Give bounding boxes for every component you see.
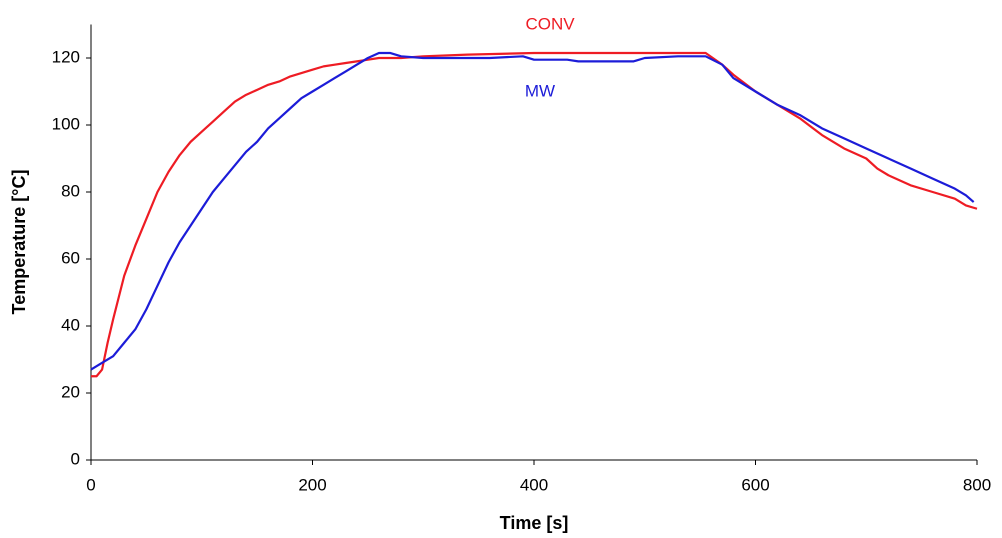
y-axis-title: Temperature [°C] <box>9 170 29 315</box>
x-tick-label: 400 <box>520 475 548 494</box>
x-tick-label: 200 <box>298 475 326 494</box>
series-line <box>91 51 978 378</box>
series-label: CONV <box>525 14 575 33</box>
series-label: MW <box>525 81 555 100</box>
y-tick-label: 20 <box>61 382 80 401</box>
x-tick-label: 800 <box>963 475 991 494</box>
x-axis-title: Time [s] <box>500 513 569 533</box>
y-tick-label: 40 <box>61 315 80 334</box>
x-tick-label: 600 <box>741 475 769 494</box>
y-tick-label: 0 <box>71 449 80 468</box>
x-tick-label: 0 <box>86 475 95 494</box>
series-line <box>90 51 975 371</box>
y-tick-label: 100 <box>52 114 80 133</box>
y-tick-label: 120 <box>52 47 80 66</box>
y-tick-label: 80 <box>61 181 80 200</box>
y-tick-label: 60 <box>61 248 80 267</box>
